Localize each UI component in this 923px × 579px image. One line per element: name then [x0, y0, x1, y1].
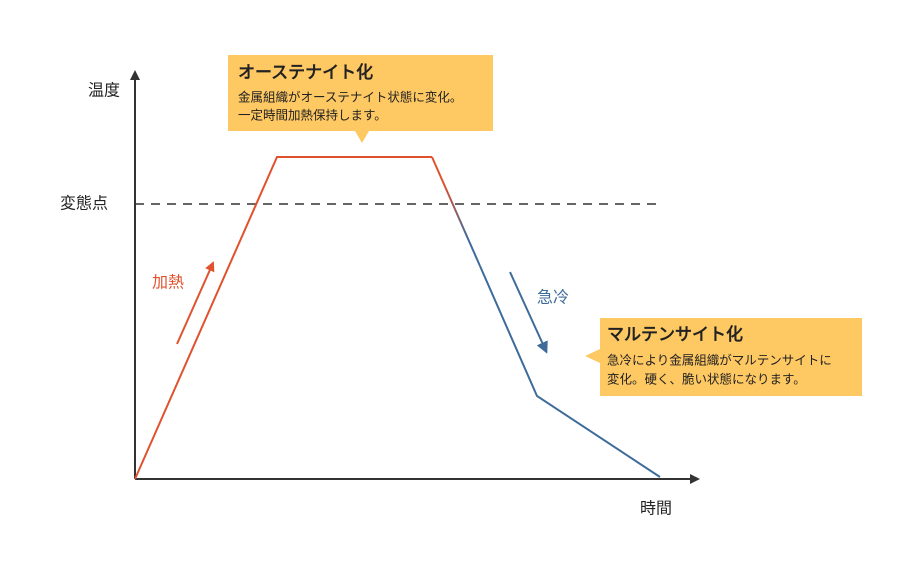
threshold-label: 変態点 — [60, 194, 108, 213]
heating-arrow — [176, 261, 215, 345]
callout-title: オーステナイト化 — [238, 62, 373, 83]
x-label: 時間 — [640, 499, 672, 518]
callout-box — [585, 318, 862, 396]
callout-box — [228, 55, 493, 143]
callout-text: 急冷により金属組織がマルテンサイトに — [607, 353, 832, 368]
callout-title: マルテンサイト化 — [607, 324, 743, 345]
axes: 温度 時間 変態点 — [60, 70, 700, 518]
quench-arrow — [509, 271, 548, 354]
callout: オーステナイト化 金属組織がオーステナイト状態に変化。 一定時間加熱保持します。 — [228, 55, 493, 143]
y-label: 温度 — [88, 81, 120, 100]
callout-text: 変化。硬く、脆い状態になります。 — [607, 372, 806, 387]
heating-label: 加熱 — [152, 273, 184, 292]
cooling-curve — [479, 265, 661, 478]
curve — [134, 156, 661, 480]
callout-text: 金属組織がオーステナイト状態に変化。 — [238, 90, 462, 105]
transition-curve — [431, 156, 481, 267]
callout: マルテンサイト化 急冷により金属組織がマルテンサイトに 変化。硬く、脆い状態にな… — [585, 318, 862, 396]
callout-text: 一定時間加熱保持します。 — [238, 108, 387, 123]
heating-curve — [134, 156, 432, 480]
quench-label: 急冷 — [537, 288, 569, 307]
